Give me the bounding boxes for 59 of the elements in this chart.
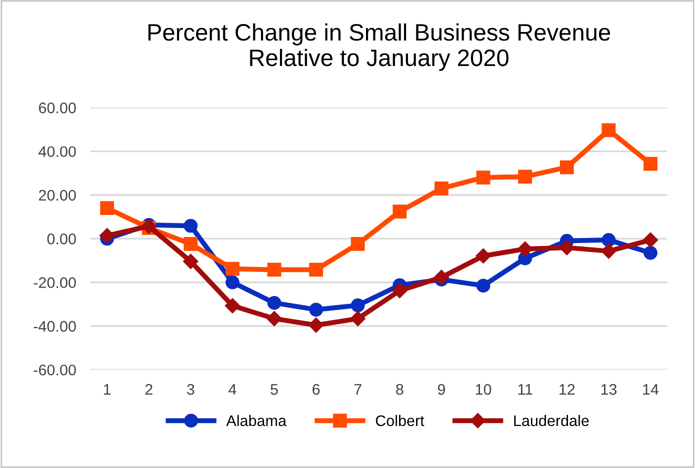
point (644, 156, 658, 171)
legend-label: Lauderdale (514, 414, 589, 426)
point (308, 318, 324, 333)
point (601, 244, 616, 259)
y-tick-label: 0.00 (47, 234, 76, 244)
point (476, 248, 491, 264)
point (559, 240, 574, 256)
point (560, 160, 574, 174)
point (183, 254, 198, 269)
point (224, 298, 240, 314)
x-tick-label: 8 (396, 384, 404, 395)
point (309, 302, 324, 317)
y-tick-label: -20.00 (34, 277, 76, 288)
x-tick-label: 6 (312, 384, 320, 395)
y-tick-label: -40.00 (34, 320, 76, 332)
point (642, 232, 658, 248)
point (476, 170, 490, 184)
x-tick-label: 10 (476, 384, 492, 395)
y-tick-label: 20.00 (39, 190, 76, 201)
y-tick-label: 40.00 (38, 146, 76, 158)
legend-label: Alabama (226, 414, 286, 426)
x-tick-label: 7 (354, 384, 362, 395)
point (184, 218, 198, 233)
x-tick-label: 14 (643, 384, 659, 395)
x-tick-label: 3 (187, 384, 194, 395)
point (309, 262, 324, 277)
point (350, 236, 365, 251)
point (518, 241, 533, 257)
x-tick-label: 1 (104, 384, 111, 395)
point (644, 246, 658, 260)
x-tick-label: 13 (601, 384, 617, 395)
point (602, 123, 616, 138)
point (518, 170, 532, 184)
point (100, 201, 114, 216)
point (100, 228, 115, 244)
point (476, 278, 490, 293)
x-tick-label: 4 (228, 384, 236, 395)
x-tick-label: 5 (270, 384, 278, 395)
point (434, 182, 448, 196)
y-tick-label: -60.00 (34, 364, 76, 376)
point (350, 298, 365, 312)
point (184, 236, 198, 251)
point (602, 233, 616, 247)
y-tick-label: 60.00 (39, 102, 76, 114)
legend-label: Colbert (376, 414, 424, 426)
point (226, 262, 240, 276)
x-tick-label: 12 (560, 384, 575, 395)
point (434, 270, 450, 285)
x-tick-label: 9 (438, 384, 445, 395)
point (266, 311, 282, 326)
point (267, 296, 282, 310)
point (392, 283, 408, 298)
x-tick-label: 11 (518, 384, 532, 395)
point (392, 204, 407, 219)
x-tick-label: 2 (145, 384, 152, 395)
point (226, 275, 240, 290)
point (267, 262, 282, 277)
chart-title: Percent Change in Small Business Revenue Relative to January 2020 (148, 23, 610, 71)
point (350, 311, 366, 326)
